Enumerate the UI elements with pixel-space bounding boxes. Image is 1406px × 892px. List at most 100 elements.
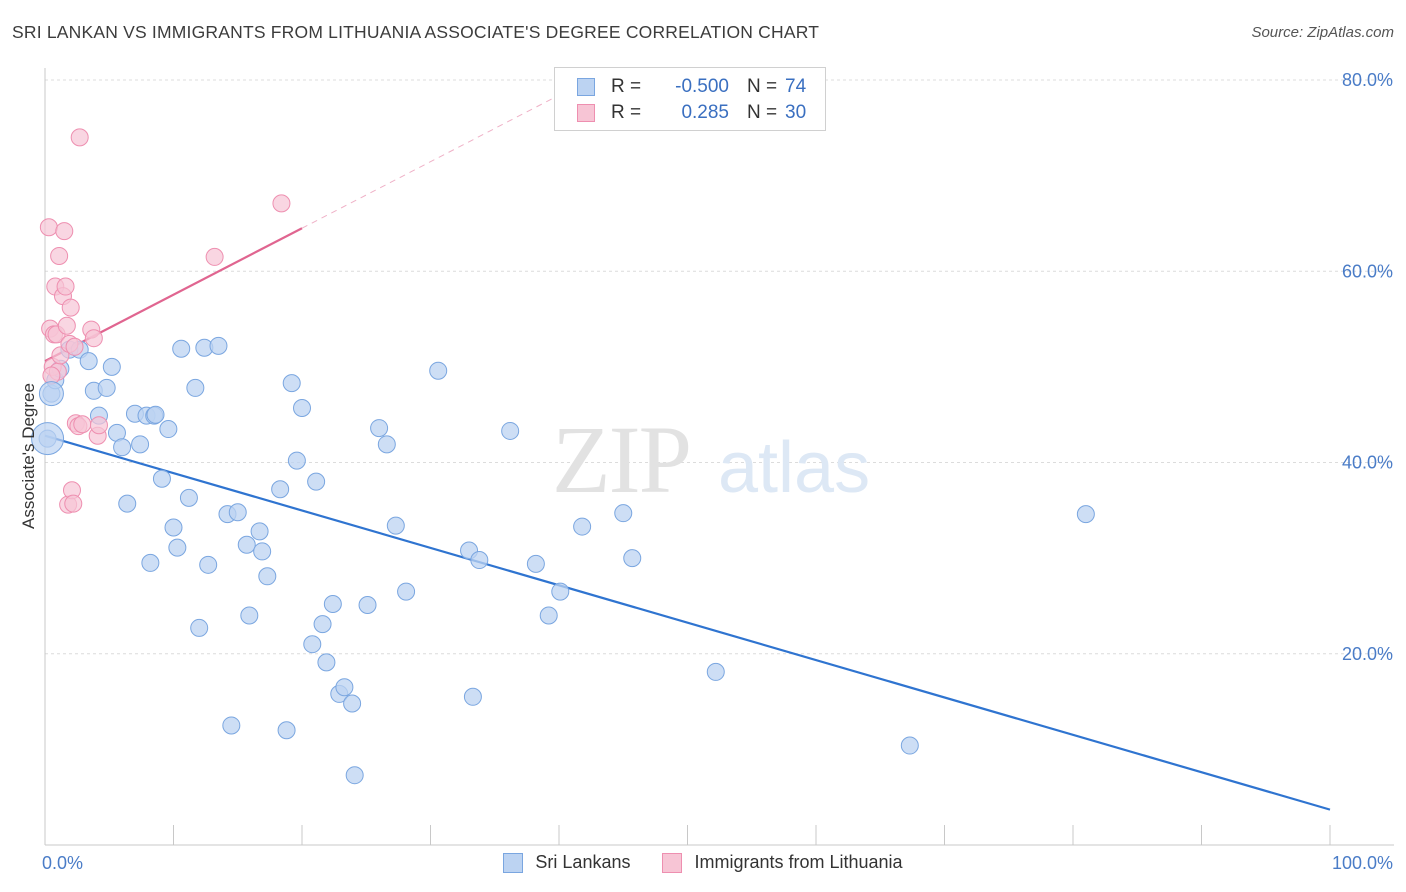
point-sri-lankans [573,517,592,536]
point-sri-lankans [141,553,160,572]
point-sri-lankans [240,606,259,625]
point-sri-lankans [228,503,247,522]
y-tick-label: 80.0% [1342,70,1393,90]
trend-line-lithuania-extended [301,81,585,229]
y-tick-label: 20.0% [1342,644,1393,664]
x-ticks [44,825,1331,845]
point-sri-lankans [186,378,205,397]
point-sri-lankans [1076,505,1095,524]
point-sri-lankans [307,472,326,491]
y-axis-label: Associate's Degree [19,383,38,529]
point-sri-lankans [623,549,642,568]
point-sri-lankans [113,438,132,457]
point-sri-lankans [102,357,121,376]
grid-lines [45,79,1394,655]
legend-label: Sri Lankans [535,852,631,872]
point-sri-lankans [551,582,570,601]
legend-n-value: 74 [785,76,807,97]
point-sri-lankans [250,522,269,541]
point-sri-lankans [222,716,241,735]
point-sri-lankans [313,615,332,634]
point-sri-lankans [377,435,396,454]
point-lithuania [55,222,74,241]
point-sri-lankans [258,567,277,586]
point-sri-lankans [271,480,290,499]
legend-label: Immigrants from Lithuania [694,852,903,872]
point-sri-lankans [152,469,171,488]
point-sri-lankans [31,422,65,456]
point-sri-lankans [38,381,64,407]
point-sri-lankans [199,555,218,574]
point-lithuania [70,128,89,147]
chart-title: SRI LANKAN VS IMMIGRANTS FROM LITHUANIA … [12,22,820,42]
point-sri-lankans [209,336,228,355]
point-sri-lankans [179,488,198,507]
point-sri-lankans [317,653,336,672]
point-lithuania [89,416,108,435]
legend-item-sri-lankans[interactable]: Sri Lankans [503,852,630,873]
y-tick-label: 60.0% [1342,261,1393,281]
point-sri-lankans [539,606,558,625]
series-legend: Sri Lankans Immigrants from Lithuania [0,852,1406,873]
point-lithuania [50,246,69,265]
point-lithuania [65,337,84,356]
legend-n-label: N = [747,76,778,97]
point-lithuania [56,277,75,296]
point-sri-lankans [370,419,389,438]
point-sri-lankans [168,538,187,557]
point-sri-lankans [237,535,256,554]
point-sri-lankans [303,635,322,654]
point-sri-lankans [97,378,116,397]
point-sri-lankans [397,582,416,601]
point-sri-lankans [614,504,633,523]
watermark-atlas: atlas [718,428,870,508]
point-sri-lankans [79,352,98,371]
point-sri-lankans [501,421,520,440]
legend-swatch-blue [503,852,524,873]
point-sri-lankans [335,678,354,697]
point-sri-lankans [358,595,377,614]
point-sri-lankans [429,361,448,380]
point-sri-lankans [470,551,489,570]
legend-swatch-pink [662,852,683,873]
legend-row-lithuania: R = 0.285 N = 30 [577,100,806,126]
legend-n-label: N = [747,102,778,123]
legend-swatch-pink [577,104,595,122]
data-points [31,128,1095,785]
correlation-legend: R = -0.500 N = 74 R = 0.285 N = 30 [554,67,826,131]
point-sri-lankans [282,374,301,393]
watermark: ZIP atlas [552,406,870,513]
point-lithuania [205,247,224,266]
point-sri-lankans [277,721,296,740]
point-sri-lankans [253,542,272,561]
legend-swatch-blue [577,78,595,96]
point-sri-lankans [190,618,209,637]
legend-r-label: R = [611,102,642,123]
legend-r-value: -0.500 [675,76,729,97]
point-sri-lankans [526,554,545,573]
point-sri-lankans [293,398,311,417]
point-sri-lankans [287,451,306,470]
point-sri-lankans [118,494,137,513]
legend-item-lithuania[interactable]: Immigrants from Lithuania [662,852,903,873]
point-lithuania [61,298,80,317]
point-lithuania [272,194,291,213]
point-sri-lankans [463,687,482,706]
point-sri-lankans [706,662,725,681]
point-sri-lankans [146,405,165,424]
point-lithuania [39,218,58,237]
point-sri-lankans [159,420,178,439]
source-label: Source: ZipAtlas.com [1251,24,1394,41]
trend-line-sri-lankans [44,434,1331,811]
point-lithuania [84,329,103,348]
x-tick-label-min: 0.0% [42,853,83,873]
point-sri-lankans [323,595,342,614]
point-sri-lankans [164,518,183,537]
x-tick-label-max: 100.0% [1332,853,1393,873]
legend-row-sri-lankans: R = -0.500 N = 74 [577,74,806,100]
legend-r-value: 0.285 [681,102,729,123]
point-lithuania [57,316,76,335]
watermark-zip: ZIP [552,406,690,513]
trend-line-lithuania [44,227,303,363]
